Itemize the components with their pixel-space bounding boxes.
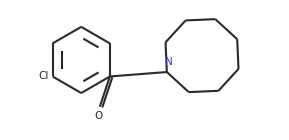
Text: Cl: Cl (39, 72, 49, 81)
Text: N: N (165, 57, 173, 67)
Text: O: O (94, 111, 103, 121)
